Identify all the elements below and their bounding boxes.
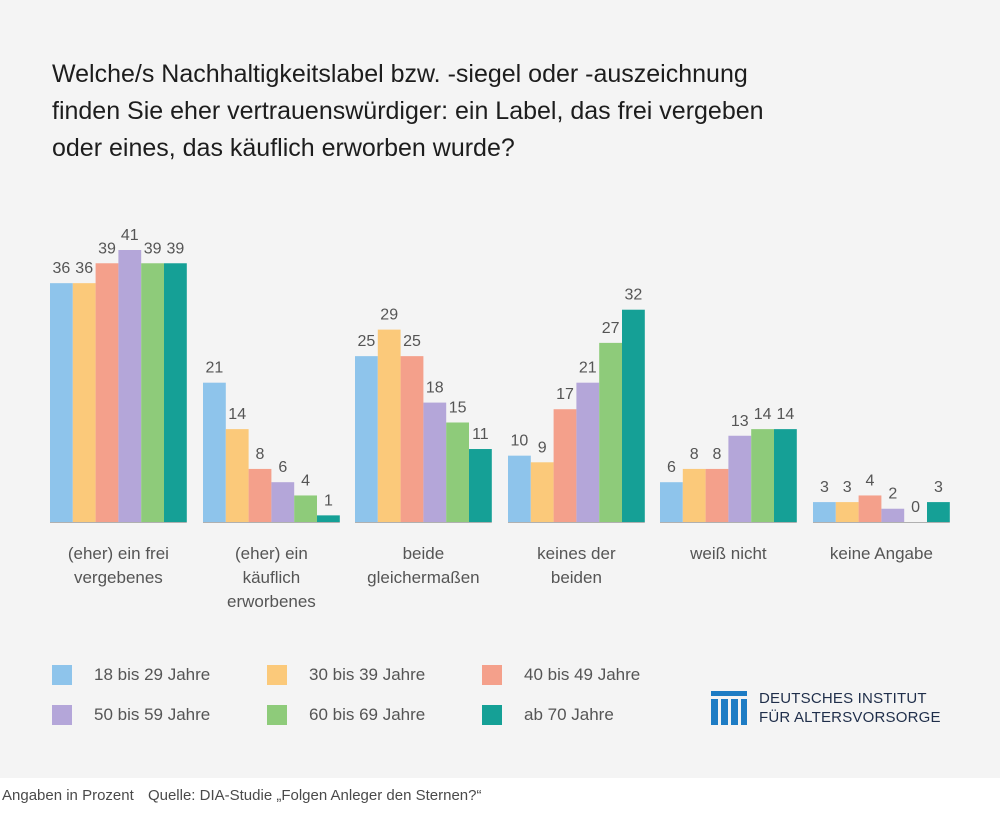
bar xyxy=(835,502,859,522)
bar xyxy=(576,382,600,522)
bar xyxy=(317,515,340,522)
bar xyxy=(446,422,469,522)
bar xyxy=(50,283,73,522)
data-label: 8 xyxy=(713,446,722,463)
category-label: vergebenes xyxy=(74,568,163,587)
data-label: 21 xyxy=(206,360,224,377)
data-label: 15 xyxy=(449,399,467,416)
institute-name-line-1: DEUTSCHES INSTITUT xyxy=(759,690,927,707)
data-label: 8 xyxy=(690,446,699,463)
bar xyxy=(225,429,249,522)
bar xyxy=(927,502,950,522)
data-label: 3 xyxy=(843,479,852,496)
data-label: 3 xyxy=(934,479,943,496)
category-label: gleichermaßen xyxy=(367,568,479,587)
category-label: beide xyxy=(403,544,445,563)
data-label: 13 xyxy=(731,413,749,430)
bar xyxy=(294,495,317,522)
bar xyxy=(400,356,424,522)
bar xyxy=(858,495,882,522)
data-label: 8 xyxy=(256,446,265,463)
data-label: 3 xyxy=(820,479,829,496)
data-label: 0 xyxy=(911,499,920,516)
bar xyxy=(599,342,622,522)
bar xyxy=(705,468,729,522)
bar xyxy=(203,382,226,522)
bar xyxy=(622,309,645,522)
data-label: 39 xyxy=(144,240,162,257)
category-label: (eher) ein xyxy=(235,544,308,563)
data-label: 29 xyxy=(380,307,398,324)
data-label: 6 xyxy=(667,459,676,476)
bar xyxy=(164,263,187,522)
title-line-2: finden Sie eher vertrauenswürdiger: ein … xyxy=(52,97,764,125)
bar xyxy=(553,409,577,522)
unit-note: Angaben in Prozent xyxy=(2,787,134,804)
bar xyxy=(72,283,96,522)
data-label: 21 xyxy=(579,360,597,377)
data-label: 9 xyxy=(538,439,547,456)
data-label: 39 xyxy=(167,240,185,257)
bar xyxy=(377,329,401,522)
bar xyxy=(660,482,683,522)
bar xyxy=(118,250,142,522)
title-line-1: Welche/s Nachhaltigkeitslabel bzw. -sieg… xyxy=(52,60,748,88)
chart-card: Welche/s Nachhaltigkeitslabel bzw. -sieg… xyxy=(0,0,1000,778)
bar xyxy=(728,435,752,522)
data-label: 14 xyxy=(754,406,772,423)
data-label: 36 xyxy=(75,260,93,277)
data-label: 10 xyxy=(511,433,529,450)
data-label: 4 xyxy=(866,472,875,489)
category-label: keines der xyxy=(537,544,616,563)
bar xyxy=(530,462,554,522)
category-label: weiß nicht xyxy=(689,544,767,563)
bar xyxy=(95,263,119,522)
bar xyxy=(248,468,272,522)
bar xyxy=(355,356,378,522)
data-label: 41 xyxy=(121,227,139,244)
institute-logo-icon xyxy=(711,691,747,725)
data-label: 27 xyxy=(602,320,620,337)
data-label: 17 xyxy=(556,386,574,403)
data-label: 2 xyxy=(888,486,897,503)
title-line-3: oder eines, das käuflich erworben wurde? xyxy=(52,134,515,162)
data-label: 6 xyxy=(278,459,287,476)
data-label: 11 xyxy=(472,426,489,443)
bar xyxy=(469,449,492,522)
data-label: 14 xyxy=(228,406,246,423)
bar xyxy=(813,502,836,522)
data-label: 18 xyxy=(426,380,444,397)
institute-logo: DEUTSCHES INSTITUT FÜR ALTERSVORSORGE xyxy=(711,689,941,727)
bar xyxy=(881,508,905,522)
source-note: Quelle: DIA-Studie „Folgen Anleger den S… xyxy=(147,787,482,804)
data-label: 25 xyxy=(403,333,421,350)
category-label: (eher) ein frei xyxy=(68,544,169,563)
bar xyxy=(682,468,706,522)
category-label: käuflich xyxy=(243,568,301,587)
data-label: 1 xyxy=(324,492,333,509)
bar xyxy=(271,482,295,522)
bar xyxy=(751,429,774,522)
bar xyxy=(423,402,447,522)
chart-title: Welche/s Nachhaltigkeitslabel bzw. -sieg… xyxy=(52,56,952,167)
data-label: 39 xyxy=(98,240,116,257)
institute-name: DEUTSCHES INSTITUT FÜR ALTERSVORSORGE xyxy=(759,689,941,727)
data-label: 4 xyxy=(301,472,310,489)
bar xyxy=(141,263,164,522)
institute-name-line-2: FÜR ALTERSVORSORGE xyxy=(759,709,941,726)
data-label: 36 xyxy=(53,260,71,277)
data-label: 14 xyxy=(777,406,795,423)
category-label: keine Angabe xyxy=(830,544,933,563)
footer: Angaben in Prozent Quelle: DIA-Studie „F… xyxy=(2,787,491,804)
data-label: 25 xyxy=(358,333,376,350)
bar xyxy=(508,455,531,522)
category-label: beiden xyxy=(551,568,602,587)
data-label: 32 xyxy=(625,287,643,304)
category-label: erworbenes xyxy=(227,592,316,611)
bar xyxy=(774,429,797,522)
